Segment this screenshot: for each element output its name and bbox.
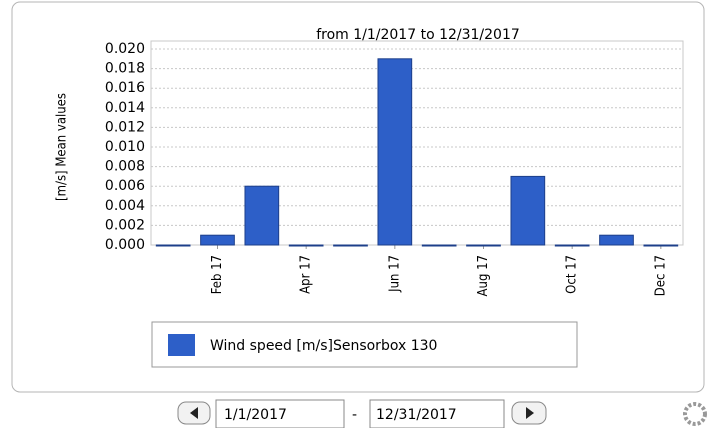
y-tick-label: 0.002 [105,217,145,233]
chart-title: from 1/1/2017 to 12/31/2017 [316,27,520,43]
x-tick-label: Apr 17 [299,255,314,294]
bar [643,244,679,247]
y-tick-label: 0.016 [105,80,145,96]
start-date-input[interactable] [215,399,345,429]
date-separator: - [352,407,357,423]
x-tick-label: Dec 17 [653,255,668,296]
bar [421,244,457,247]
bar [155,244,191,247]
y-tick-label: 0.012 [105,119,145,135]
y-tick-label: 0.008 [105,159,145,175]
x-tick-label: Jun 17 [387,255,402,293]
bar [554,244,590,247]
next-icon [526,407,534,419]
bar [288,244,324,247]
y-tick-label: 0.020 [105,41,145,57]
bar [244,185,280,246]
plot: 0.000 0.002 0.004 0.006 0.008 0.010 0.012 0.014… [105,40,684,296]
end-date-input[interactable] [369,399,505,429]
end-date: 12/31/2017 [376,407,457,423]
bar [333,244,368,247]
y-tick-label: 0.010 [105,139,145,155]
y-tick-label: 0.004 [105,198,145,214]
y-tick-label: 0.014 [105,100,145,116]
x-tick-label: Aug 17 [476,255,491,296]
legend-label: Wind speed [m/s]Sensorbox 130 [210,338,437,354]
start-date: 1/1/2017 [224,407,287,423]
settings-icon[interactable] [683,402,707,426]
bar [599,234,634,246]
bar [377,58,413,246]
x-tick-label: Feb 17 [210,255,225,294]
y-axis-label: [m/s] Mean values [55,93,70,201]
x-tick-label: Oct 17 [565,255,580,294]
legend [151,321,578,368]
y-tick-label: 0.000 [105,237,145,253]
y-tick-label: 0.018 [105,61,145,77]
plot-area [150,40,684,246]
legend-swatch [168,334,195,356]
prev-icon [190,407,198,419]
bar [200,234,235,246]
bar [466,244,501,247]
bar [510,175,546,246]
y-tick-label: 0.006 [105,178,145,194]
